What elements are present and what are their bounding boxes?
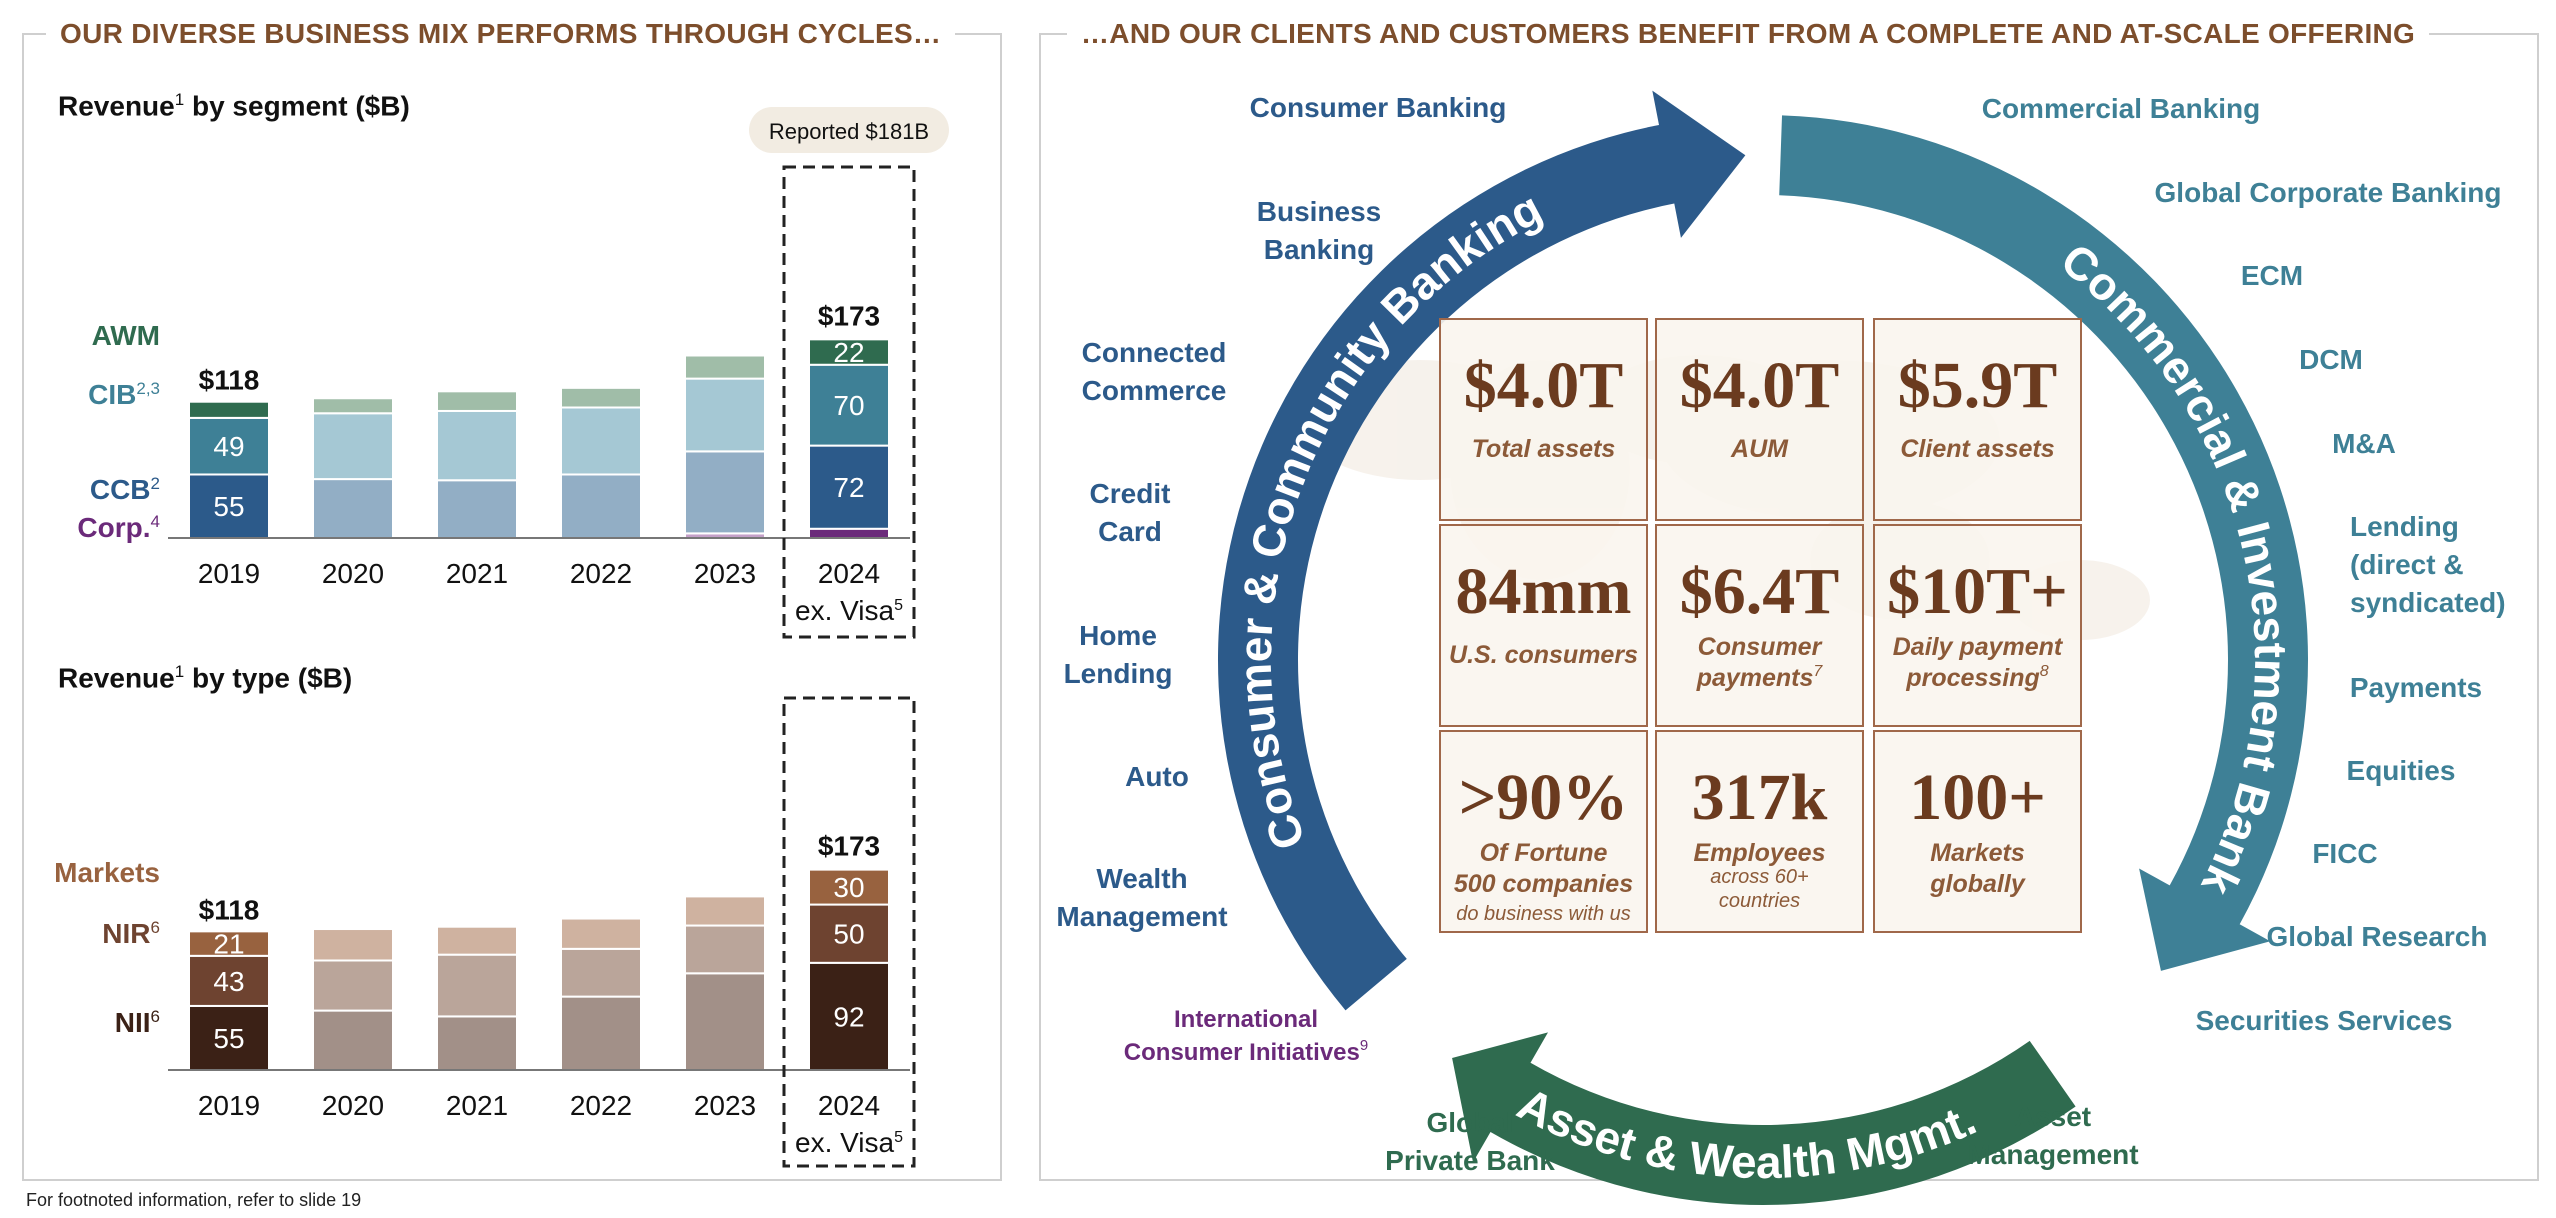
- bar-markets-2020: [312, 928, 394, 962]
- type-chart-title-suffix: by type ($B): [184, 662, 353, 694]
- row-label-ccb: CCB2: [90, 474, 160, 505]
- x-tick-label: 2019: [198, 1090, 260, 1121]
- bar-cib-2022: [560, 406, 642, 476]
- bar-markets-2022: [560, 917, 642, 950]
- total-label-2024: $173: [818, 300, 880, 331]
- reported-badge: Reported $181B: [749, 107, 949, 153]
- segment-chart-title-suffix: by segment ($B): [184, 90, 410, 122]
- bar-value-label: 30: [833, 872, 864, 903]
- bar-ccb-2021: [436, 479, 518, 539]
- left-panel: OUR DIVERSE BUSINESS MIX PERFORMS THROUG…: [22, 15, 1002, 1181]
- type-chart-title-sup: 1: [174, 662, 185, 681]
- x-tick-label: 2023: [694, 1090, 756, 1121]
- bar-markets-2024: [808, 868, 890, 906]
- bar-markets-2021: [436, 925, 518, 956]
- row-label-awm: AWM: [92, 320, 160, 351]
- segment-chart-title: Revenue1 by segment ($B): [58, 90, 410, 122]
- bar-value-label: 72: [833, 472, 864, 503]
- bar-value-label: 43: [213, 966, 244, 997]
- bar-ccb-2020: [312, 478, 394, 539]
- row-label-cib: CIB2,3: [88, 379, 160, 410]
- bar-nir-2019: [188, 954, 270, 1007]
- bar-value-label: 55: [213, 1023, 244, 1054]
- x-tick-label: 2019: [198, 558, 260, 589]
- bar-nir-2021: [436, 953, 518, 1018]
- bar-corp-2024: [808, 527, 890, 540]
- bar-awm-2020: [312, 397, 394, 415]
- segment-chart-title-text: Revenue: [58, 90, 175, 122]
- segment-chart: 55 49 $118 72 70 22 $173 2019 2020 2021 2022 2023 20…: [77, 165, 916, 639]
- row-label-markets: Markets: [54, 857, 160, 888]
- type-chart-title-text: Revenue: [58, 662, 175, 694]
- reported-badge-bg: [749, 107, 949, 153]
- bar-nii-2021: [436, 1015, 518, 1071]
- highlight-box-2024: [782, 165, 916, 639]
- bar-value-label: 70: [833, 390, 864, 421]
- row-label-nir: NIR6: [102, 918, 160, 949]
- segment-chart-title-sup: 1: [174, 90, 185, 109]
- x-tick-label: 2020: [322, 558, 384, 589]
- bar-value-label: 92: [833, 1001, 864, 1032]
- bar-cib-2019: [188, 416, 270, 476]
- x-tick-label: 2022: [570, 558, 632, 589]
- reported-badge-text: Reported $181B: [769, 119, 929, 144]
- bar-markets-2019: [188, 930, 270, 957]
- bar-nii-2024: [808, 961, 890, 1072]
- bar-awm-2021: [436, 390, 518, 412]
- bar-ccb-2022: [560, 473, 642, 540]
- bar-awm-2024: [808, 338, 890, 366]
- total-label-2024: $173: [818, 831, 880, 862]
- bar-value-label: 49: [213, 431, 244, 462]
- bar-nir-2024: [808, 903, 890, 964]
- row-label-corp: Corp.4: [77, 512, 160, 543]
- bar-ccb-2023: [684, 450, 766, 535]
- bar-cib-2021: [436, 409, 518, 482]
- bar-nir-2020: [312, 959, 394, 1012]
- bar-value-label: 55: [213, 491, 244, 522]
- bar-nii-2022: [560, 995, 642, 1071]
- x-tick-label: 2020: [322, 1090, 384, 1121]
- left-panel-title: OUR DIVERSE BUSINESS MIX PERFORMS THROUG…: [46, 15, 956, 53]
- x-tick-sublabel: ex. Visa5: [795, 595, 903, 626]
- bar-awm-2019: [188, 400, 270, 419]
- bar-value-label: 22: [833, 337, 864, 368]
- type-chart-title: Revenue1 by type ($B): [58, 662, 352, 694]
- bar-markets-2023: [684, 895, 766, 927]
- bar-cib-2024: [808, 363, 890, 447]
- bar-nii-2020: [312, 1009, 394, 1072]
- bar-value-label: 21: [213, 929, 244, 960]
- right-panel: …AND OUR CLIENTS AND CUSTOMERS BENEFIT F…: [1039, 15, 2539, 1181]
- right-panel-title: …AND OUR CLIENTS AND CUSTOMERS BENEFIT F…: [1067, 15, 2430, 53]
- bar-nir-2023: [684, 924, 766, 975]
- revenue-charts: 55 49 $118 72 70 22 $173 2019 2020 2021 2022 2023 20…: [54, 107, 949, 1168]
- x-tick-label: 2022: [570, 1090, 632, 1121]
- total-label-2019: $118: [199, 365, 260, 396]
- bar-value-label: 50: [833, 919, 864, 950]
- x-tick-label: 2024: [818, 558, 880, 589]
- bar-cib-2023: [684, 377, 766, 453]
- bar-nir-2022: [560, 947, 642, 998]
- bar-ccb-2024: [808, 444, 890, 530]
- bar-nii-2019: [188, 1004, 270, 1071]
- x-tick-label: 2024: [818, 1090, 880, 1121]
- footnote: For footnoted information, refer to slid…: [26, 1190, 362, 1210]
- row-label-nii: NII6: [115, 1007, 160, 1038]
- x-tick-label: 2021: [446, 558, 508, 589]
- x-tick-label: 2023: [694, 558, 756, 589]
- type-chart: 55 43 21 $118 92 50 30 $173 2019 2020 2021 2022 2023…: [54, 696, 916, 1168]
- x-tick-sublabel: ex. Visa5: [795, 1127, 903, 1158]
- total-label-2019: $118: [199, 894, 260, 925]
- bar-awm-2022: [560, 386, 642, 409]
- highlight-box-2024: [782, 696, 916, 1168]
- bar-cib-2020: [312, 412, 394, 481]
- bar-awm-2023: [684, 354, 766, 380]
- bar-nii-2023: [684, 972, 766, 1071]
- x-tick-label: 2021: [446, 1090, 508, 1121]
